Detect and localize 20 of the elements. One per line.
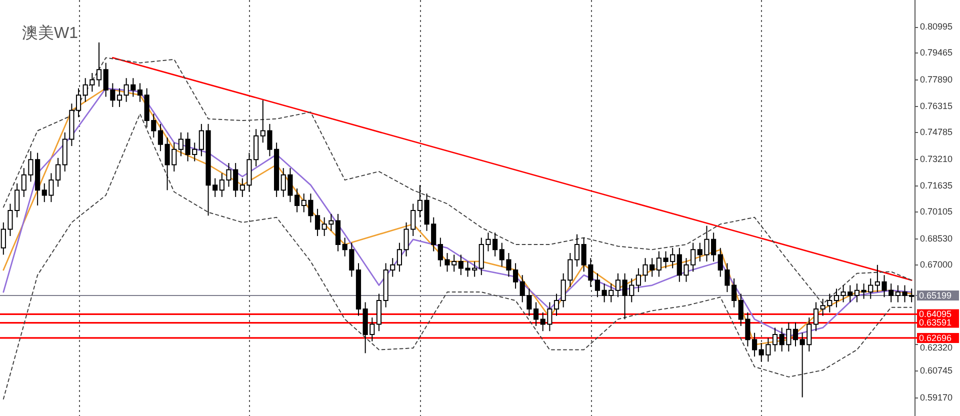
line-series [2,113,912,400]
y-tick-label: 0.71635 [920,180,953,191]
ref-line-label: 0.62696 [919,332,952,343]
ref-line-label: 0.65199 [919,290,952,300]
y-tick-label: 0.59170 [920,392,953,402]
ref-line-label: 0.63591 [919,318,952,328]
y-tick-label: 0.60745 [920,366,953,376]
ref-line-label: 0.64095 [919,309,952,320]
y-tick-label: 0.67000 [920,259,953,270]
y-tick-label: 0.68530 [920,233,953,244]
line-series [2,57,912,304]
y-tick-label: 0.80995 [920,22,953,32]
y-tick-label: 0.77890 [920,74,953,84]
y-tick-label: 0.70105 [920,206,953,217]
y-tick-label: 0.73210 [920,154,953,164]
y-tick-label: 0.76315 [920,101,953,112]
y-tick-label: 0.62320 [920,342,953,352]
y-tick-label: 0.79465 [920,48,953,58]
text: 澳美W1 [22,24,78,42]
y-tick-label: 0.74785 [920,127,953,138]
